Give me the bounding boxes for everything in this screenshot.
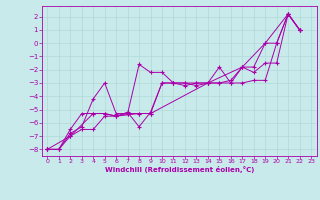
X-axis label: Windchill (Refroidissement éolien,°C): Windchill (Refroidissement éolien,°C) [105,166,254,173]
